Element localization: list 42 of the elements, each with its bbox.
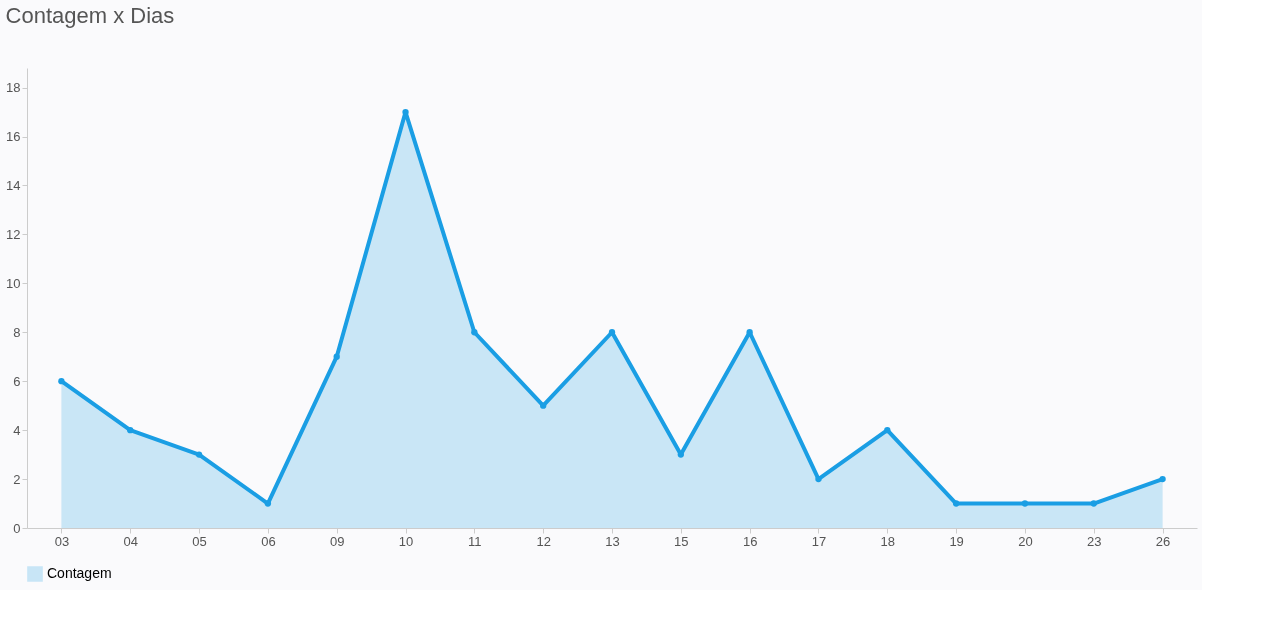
x-tick-label: 23	[1087, 533, 1102, 549]
x-tick-label: 19	[949, 533, 964, 549]
point	[58, 378, 65, 385]
legend-label: Contagem	[47, 565, 112, 581]
point	[1159, 475, 1166, 483]
y-tick-label: 6	[13, 373, 21, 389]
y-tick-label: 10	[6, 275, 21, 291]
x-tick-label: 17	[811, 533, 827, 549]
x-tick-label: 15	[674, 533, 689, 549]
x-tick-label: 09	[329, 533, 345, 549]
y-tick-label: 2	[13, 471, 21, 487]
x-tick-label: 11	[468, 533, 482, 549]
point	[471, 329, 478, 336]
x-tick-label: 12	[536, 533, 551, 549]
point	[1090, 500, 1097, 507]
y-tick-label: 12	[6, 226, 21, 242]
x-tick-label: 20	[1018, 533, 1033, 549]
x-tick-label: 06	[261, 533, 276, 549]
y-tick-label: 8	[13, 324, 21, 340]
y-tick-label: 0	[13, 520, 21, 536]
x-tick-label: 13	[605, 533, 620, 549]
x-tick-label: 05	[192, 533, 207, 549]
y-tick-label: 14	[6, 177, 21, 193]
point	[608, 329, 616, 336]
point	[952, 500, 960, 507]
x-tick-label: 26	[1155, 533, 1171, 549]
x-tick-label: 03	[54, 533, 70, 549]
point	[127, 426, 134, 434]
point	[195, 451, 203, 458]
x-tick-label: 16	[742, 533, 758, 549]
x-tick-label: 10	[398, 533, 414, 549]
point	[333, 353, 340, 360]
point	[1021, 500, 1029, 507]
y-tick-label: 18	[6, 80, 21, 96]
x-tick-label: 04	[123, 533, 138, 549]
chart-title: Contagem x Dias	[5, 3, 175, 28]
point	[264, 500, 272, 507]
point	[540, 402, 547, 409]
x-tick-label: 18	[880, 533, 896, 549]
point	[884, 426, 891, 434]
y-tick-label: 4	[13, 422, 21, 438]
y-tick-label: 16	[6, 129, 21, 145]
